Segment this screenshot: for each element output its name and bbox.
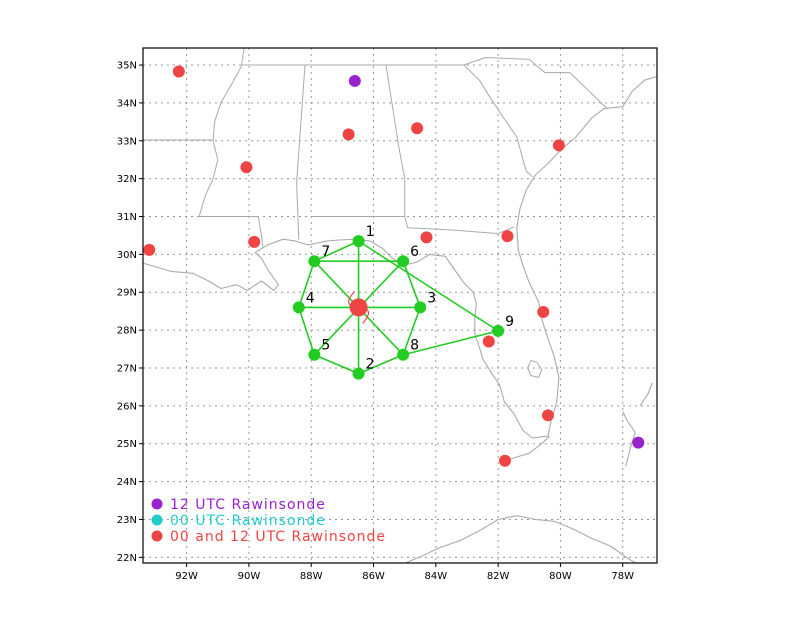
station-marker-red: [552, 139, 565, 152]
station-marker-purple: [632, 436, 645, 449]
station-marker-red: [482, 335, 495, 348]
rawinsonde-stations: [143, 65, 645, 467]
station-marker-purple: [348, 74, 361, 87]
tick-label-lat: 28N: [117, 326, 137, 337]
network-edge: [314, 240, 359, 262]
coastline: [143, 75, 657, 439]
tick-label-lat: 30N: [117, 250, 137, 261]
station-marker-red: [240, 161, 253, 174]
network-edge: [297, 260, 316, 308]
coastline: [405, 515, 636, 563]
network-edge: [358, 353, 404, 375]
state-border: [212, 48, 245, 141]
network-node-label: 8: [410, 338, 419, 354]
network-node-label: 4: [306, 290, 315, 306]
network-edge: [358, 240, 499, 332]
station-marker-red: [498, 454, 511, 467]
tick-label-lon: 84W: [425, 571, 448, 582]
storm-center-marker: [349, 298, 368, 317]
network-edge: [314, 353, 359, 375]
tick-label-lon: 78W: [611, 571, 634, 582]
station-marker-red: [501, 230, 514, 243]
coastline: [622, 411, 636, 467]
tick-label-lon: 86W: [362, 571, 385, 582]
map-gridlines: [143, 48, 657, 563]
observation-network: 1 2 3 4 5 6 7 8 9: [292, 224, 514, 380]
network-node: [414, 301, 427, 314]
tick-label-lat: 23N: [117, 515, 137, 526]
network-node: [352, 235, 365, 248]
state-border: [404, 216, 514, 235]
network-edge: [402, 330, 499, 356]
network-node: [308, 255, 321, 268]
tick-label-lat: 34N: [117, 98, 137, 109]
network-node-label: 2: [366, 357, 375, 373]
axis-ticks: 92W 90W 88W 86W 84W 82W 80W 78W 22N 23N 24N 25N 26N 2…: [117, 61, 634, 582]
network-node-label: 7: [321, 244, 330, 260]
lake-outline: [527, 359, 543, 378]
legend-label: 00 and 12 UTC Rawinsonde: [170, 529, 386, 545]
station-marker-red: [411, 122, 424, 135]
coastline: [504, 435, 550, 462]
network-node-label: 6: [410, 244, 419, 260]
network-node: [352, 367, 365, 380]
state-border: [296, 182, 300, 241]
state-border: [385, 64, 406, 217]
station-marker-red: [420, 231, 433, 244]
network-node: [397, 348, 410, 361]
legend-marker-purple: [151, 498, 163, 510]
network-edge: [402, 260, 421, 308]
tick-label-lat: 33N: [117, 136, 137, 147]
station-marker-red: [342, 128, 355, 141]
tick-label-lon: 92W: [175, 571, 198, 582]
state-border: [239, 57, 608, 109]
tick-label-lat: 24N: [117, 477, 137, 488]
state-border: [199, 216, 264, 247]
network-node-label: 1: [366, 224, 375, 240]
station-marker-red: [172, 65, 185, 78]
network-node: [292, 301, 305, 314]
network-node-label: 5: [321, 338, 330, 354]
network-edge: [402, 307, 422, 356]
state-border: [198, 140, 219, 217]
legend-marker-red: [151, 530, 163, 542]
tick-label-lat: 25N: [117, 439, 137, 450]
map-geography: [143, 48, 657, 563]
coastline: [639, 382, 653, 407]
tick-label-lat: 26N: [117, 401, 137, 412]
tick-label-lat: 32N: [117, 174, 137, 185]
tick-label-lat: 31N: [117, 212, 137, 223]
network-node: [308, 348, 321, 361]
tick-label-lat: 35N: [117, 61, 137, 72]
map-frame: [142, 47, 658, 564]
legend-label: 12 UTC Rawinsonde: [170, 497, 326, 513]
tick-label-lon: 82W: [487, 571, 510, 582]
tick-label-lon: 80W: [549, 571, 572, 582]
tick-label-lon: 88W: [300, 571, 323, 582]
state-border: [463, 64, 533, 178]
legend-label: 00 UTC Rawinsonde: [170, 513, 326, 529]
station-marker-red: [248, 235, 261, 248]
tick-label-lon: 90W: [238, 571, 261, 582]
network-node: [397, 255, 410, 268]
network-node: [492, 324, 505, 337]
network-edge: [297, 307, 316, 355]
tick-label-lat: 29N: [117, 288, 137, 299]
station-marker-red: [143, 243, 156, 256]
network-node-label: 9: [505, 314, 514, 330]
state-border: [296, 64, 306, 183]
station-marker-red: [537, 305, 550, 318]
station-marker-red: [541, 409, 554, 422]
tick-label-lat: 27N: [117, 363, 137, 374]
network-node-label: 3: [427, 290, 436, 306]
legend-marker-cyan: [151, 514, 163, 526]
tick-label-lat: 22N: [117, 553, 137, 564]
